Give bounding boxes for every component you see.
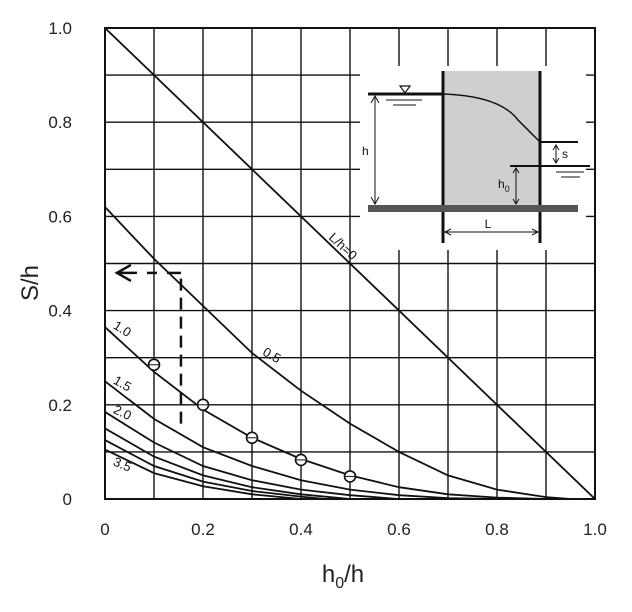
L-arrow-right xyxy=(531,228,540,236)
series-line xyxy=(105,380,498,499)
free-surface-curve xyxy=(442,93,541,143)
inset-diagram: h s h0 L xyxy=(360,66,590,250)
water-surface-icon xyxy=(398,85,412,95)
series-layer xyxy=(105,28,595,499)
s-arrow-bottom xyxy=(552,157,560,164)
tick-labels: 0 0.2 0.4 0.6 0.8 1.0 0 0.2 0.4 0.6 0.8 1.0 xyxy=(48,19,606,539)
series-label: 3.5 xyxy=(111,454,133,475)
inset-label-h: h xyxy=(362,144,369,158)
series-line xyxy=(105,439,326,499)
y-tick-label: 0.8 xyxy=(48,113,72,132)
example-reading xyxy=(114,263,183,424)
series-line xyxy=(105,28,595,499)
y-tick-label: 0.4 xyxy=(48,302,72,321)
h0-arrow-top xyxy=(512,167,520,174)
points-layer xyxy=(147,358,357,483)
series-line xyxy=(105,411,400,499)
x-tick-label: 0.6 xyxy=(387,520,411,539)
h-arrow-bottom xyxy=(370,196,380,206)
porous-medium xyxy=(443,71,540,209)
inset-label-s: s xyxy=(562,147,568,161)
y-tick-label: 0.2 xyxy=(48,396,72,415)
x-tick-label: 0.4 xyxy=(289,520,313,539)
x-tick-label: 0.2 xyxy=(191,520,215,539)
series-line xyxy=(105,427,351,499)
y-tick-label: 0 xyxy=(63,490,72,509)
x-tick-label: 0.8 xyxy=(485,520,509,539)
series-line xyxy=(105,448,302,499)
x-tick-label: 1.0 xyxy=(583,520,607,539)
L-arrow-left xyxy=(443,228,452,236)
y-tick-label: 0.6 xyxy=(48,207,72,226)
s-arrow-top xyxy=(552,144,560,151)
series-label: 2.0 xyxy=(111,402,134,423)
series-line xyxy=(105,326,547,499)
series-label: 1.5 xyxy=(111,373,134,395)
x-axis-title: h0/h xyxy=(322,561,364,592)
series-line xyxy=(105,206,571,499)
y-axis-title: S/h xyxy=(17,265,44,301)
arrow-left-icon xyxy=(114,263,132,283)
inset-label-L: L xyxy=(485,217,492,231)
h-arrow-top xyxy=(370,94,380,104)
inset-label-h0: h0 xyxy=(498,177,510,194)
h0-arrow-bottom xyxy=(512,198,520,205)
x-tick-label: 0 xyxy=(100,520,109,539)
base-bed xyxy=(368,205,578,212)
y-tick-label: 1.0 xyxy=(48,19,72,38)
